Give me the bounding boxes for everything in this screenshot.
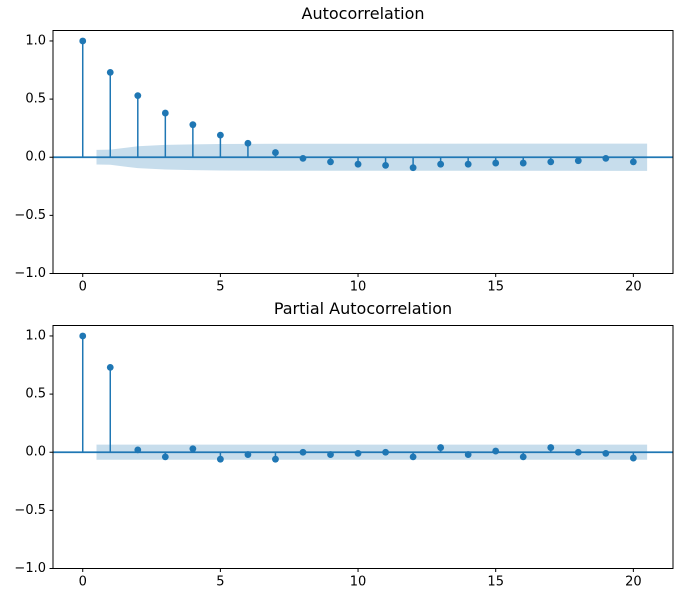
data-point-marker bbox=[519, 453, 527, 461]
axes-spines bbox=[52, 30, 674, 274]
data-point-marker bbox=[519, 159, 527, 167]
y-tick-label: −1.0 bbox=[14, 561, 46, 576]
data-point-marker bbox=[161, 453, 169, 461]
x-tick-label: 5 bbox=[216, 574, 224, 589]
x-tick-label: 5 bbox=[216, 279, 224, 294]
data-point-marker bbox=[492, 159, 500, 167]
data-point-marker bbox=[602, 449, 610, 457]
y-tick-label: −1.0 bbox=[14, 266, 46, 281]
data-point-marker bbox=[189, 121, 197, 129]
y-tick-label: −0.5 bbox=[14, 208, 46, 223]
acf-plot: 0 5 10 15 20 1.0 0.5 0.0 −0.5 −1.0 bbox=[14, 30, 674, 294]
x-tick-label: 15 bbox=[487, 279, 504, 294]
x-tick-label: 15 bbox=[487, 574, 504, 589]
data-point-marker bbox=[602, 154, 610, 162]
y-tick-label: 0.0 bbox=[25, 445, 46, 460]
data-point-marker bbox=[272, 455, 279, 463]
data-point-marker bbox=[106, 363, 114, 371]
data-point-marker bbox=[134, 446, 142, 454]
data-point-marker bbox=[244, 451, 252, 458]
x-tick-label: 10 bbox=[350, 574, 367, 589]
acf-plot-title: Autocorrelation bbox=[301, 4, 425, 23]
pacf-plot-title: Partial Autocorrelation bbox=[273, 299, 453, 318]
data-point-marker bbox=[216, 131, 224, 139]
data-point-marker bbox=[409, 164, 417, 172]
data-point-marker bbox=[492, 447, 500, 455]
axes-spines bbox=[52, 325, 674, 569]
data-point-marker bbox=[79, 332, 87, 340]
y-tick-label: 0.5 bbox=[25, 92, 46, 107]
data-point-marker bbox=[299, 154, 307, 162]
y-tick-label: 1.0 bbox=[25, 33, 46, 48]
x-tick-label: 20 bbox=[625, 574, 642, 589]
data-point-marker bbox=[106, 68, 114, 76]
data-point-marker bbox=[272, 149, 279, 156]
data-point-marker bbox=[437, 160, 445, 168]
data-point-marker bbox=[464, 451, 472, 458]
data-point-marker bbox=[189, 445, 197, 453]
x-tick-label: 0 bbox=[79, 574, 87, 589]
data-point-marker bbox=[79, 37, 87, 45]
data-point-marker bbox=[574, 448, 582, 456]
pacf-plot: 0 5 10 15 20 1.0 0.5 0.0 −0.5 −1.0 bbox=[14, 325, 674, 589]
y-tick-label: −0.5 bbox=[14, 503, 46, 518]
data-point-marker bbox=[547, 444, 555, 451]
data-point-marker bbox=[299, 448, 307, 456]
data-point-marker bbox=[327, 451, 334, 458]
data-point-marker bbox=[327, 158, 334, 166]
data-point-marker bbox=[354, 449, 362, 457]
data-point-marker bbox=[464, 160, 472, 168]
x-tick-label: 10 bbox=[350, 279, 367, 294]
y-tick-label: 0.5 bbox=[25, 387, 46, 402]
data-point-marker bbox=[244, 139, 252, 147]
y-tick-label: 0.0 bbox=[25, 150, 46, 165]
data-point-marker bbox=[437, 444, 445, 451]
data-point-marker bbox=[382, 161, 389, 169]
data-point-marker bbox=[409, 453, 417, 461]
data-point-marker bbox=[629, 158, 637, 166]
data-point-marker bbox=[134, 92, 142, 100]
data-point-marker bbox=[216, 455, 224, 463]
data-point-marker bbox=[382, 448, 389, 456]
data-point-marker bbox=[161, 109, 169, 117]
y-tick-label: 1.0 bbox=[25, 328, 46, 343]
data-point-marker bbox=[547, 158, 555, 166]
data-point-marker bbox=[574, 157, 582, 165]
x-tick-label: 0 bbox=[79, 279, 87, 294]
x-tick-label: 20 bbox=[625, 279, 642, 294]
data-point-marker bbox=[354, 160, 362, 168]
data-point-marker bbox=[629, 454, 637, 462]
